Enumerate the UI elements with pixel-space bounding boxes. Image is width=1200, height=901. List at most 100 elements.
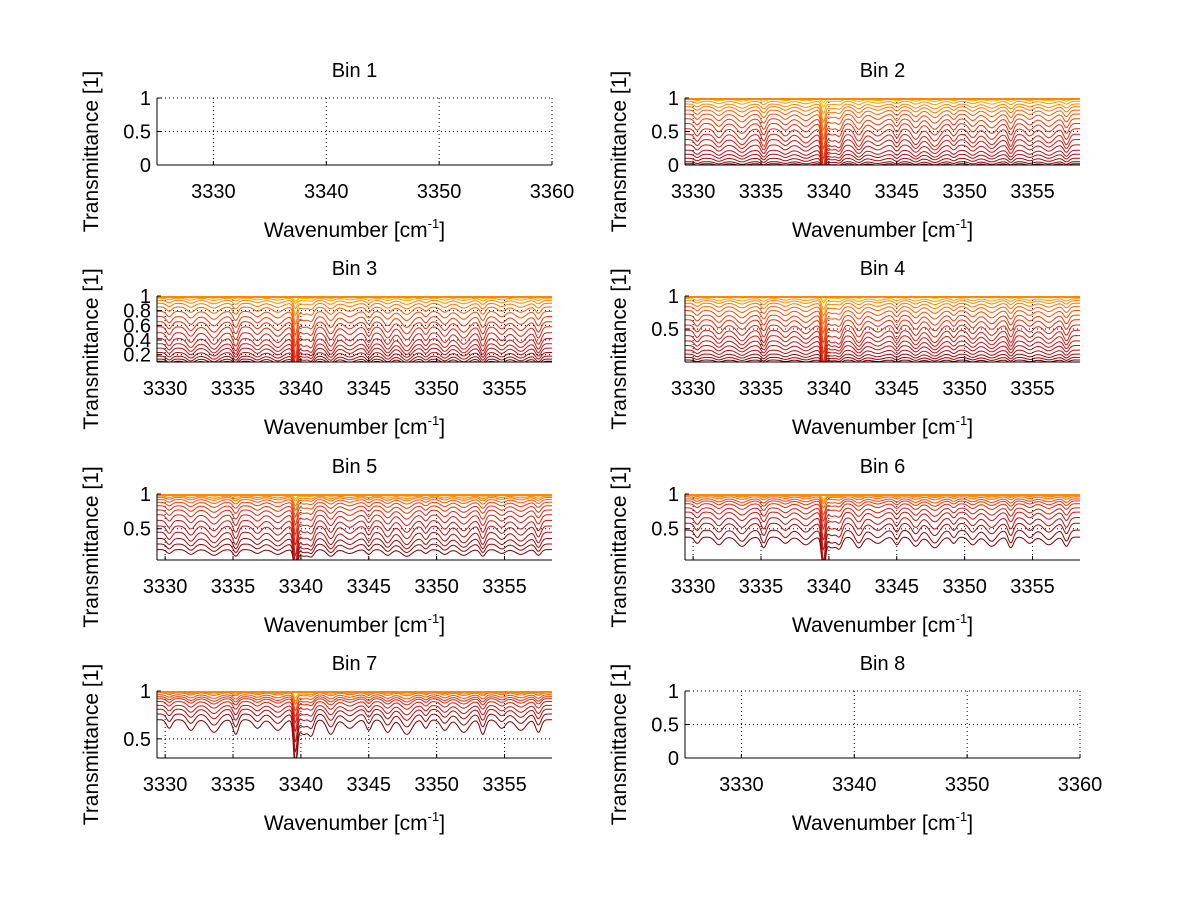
spectrum-curve — [157, 302, 552, 326]
x-tick-label: 3360 — [1058, 774, 1103, 796]
spectrum-curve — [685, 123, 1080, 165]
y-tick-label: 0.5 — [651, 122, 679, 144]
y-axis-label: Transmittance [1] — [80, 664, 103, 825]
spectrum-curve — [685, 335, 1080, 362]
y-axis-label: Transmittance [1] — [80, 466, 103, 627]
x-tick-label: 3350 — [945, 774, 990, 796]
x-tick-label: 3330 — [671, 378, 716, 400]
x-axis-label: Wavenumber [cm-1] — [264, 216, 445, 242]
y-axis-label: Transmittance [1] — [80, 71, 103, 232]
spectrum-curve — [157, 499, 552, 519]
subplot-title: Bin 5 — [332, 456, 378, 478]
spectrum-curve — [157, 299, 552, 317]
spectrum-curve — [157, 326, 552, 362]
spectrum-curve — [685, 353, 1080, 362]
x-tick-label: 3345 — [347, 576, 392, 598]
spectrum-curve — [157, 352, 552, 362]
spectrum-curve — [685, 517, 1080, 560]
spectrum-curve — [685, 329, 1080, 362]
x-tick-label: 3335 — [739, 378, 784, 400]
subplot-bin-8: Bin 8 3330 3340 3350 3360 0 0.5 1 Wavenumber [cm… — [608, 653, 1102, 835]
x-tick-label: 3350 — [417, 181, 462, 203]
spectrum-curve — [157, 347, 552, 362]
spectrum-curve — [685, 522, 1080, 560]
spectrum-curve — [685, 100, 1080, 115]
y-tick-label: 0 — [668, 748, 679, 770]
spectra — [685, 494, 1080, 560]
x-axis-label: Wavenumber [cm-1] — [264, 809, 445, 835]
spectrum-curve — [157, 549, 552, 560]
spectrum-curve — [685, 149, 1080, 165]
subplot-bin-7: Bin 7 3330 3335 3340 3345 3350 3355 0.5 1 Wavenum… — [80, 653, 552, 835]
spectrum-curve — [685, 109, 1080, 142]
spectrum-curve — [157, 694, 552, 712]
spectrum-curve — [157, 495, 552, 507]
x-tick-label: 3330 — [143, 378, 188, 400]
subplot-title: Bin 2 — [860, 60, 906, 82]
spectrum-curve — [685, 356, 1080, 362]
x-tick-label: 3345 — [347, 378, 392, 400]
spectrum-curve — [157, 355, 552, 362]
y-tick-label: 0.4 — [123, 330, 151, 352]
y-tick-label: 1 — [668, 286, 679, 308]
spectrum-curve — [685, 511, 1080, 551]
y-tick-label: 0.5 — [123, 519, 151, 541]
spectra — [157, 494, 552, 560]
y-tick-label: 1 — [668, 681, 679, 703]
spectrum-curve — [685, 536, 1080, 560]
subplot-bin-5: Bin 5 3330 3335 3340 3345 3350 3355 0.5 1 Wavenum… — [80, 456, 552, 637]
spectrum-curve — [685, 302, 1080, 326]
spectrum-curve — [685, 349, 1080, 362]
spectrum-curve — [685, 310, 1080, 344]
spectrum-curve — [157, 338, 552, 362]
spectrum-curve — [685, 298, 1080, 311]
spectrum-curve — [157, 505, 552, 537]
spectrum-curve — [157, 538, 552, 560]
x-tick-label: 3335 — [739, 576, 784, 598]
spectrum-curve — [157, 316, 552, 359]
spectrum-curve — [157, 306, 552, 337]
y-tick-label: 1 — [140, 88, 151, 110]
spectrum-curve — [685, 153, 1080, 165]
x-tick-label: 3350 — [942, 576, 987, 598]
spectrum-curve — [157, 343, 552, 362]
spectrum-curve — [685, 314, 1080, 354]
x-tick-label: 3355 — [482, 774, 527, 796]
x-tick-label: 3335 — [211, 576, 256, 598]
spectrum-curve — [685, 300, 1080, 317]
x-tick-label: 3360 — [530, 181, 575, 203]
y-axis-label: Transmittance [1] — [608, 268, 631, 429]
subplot-title: Bin 7 — [332, 653, 378, 675]
spectrum-curve — [685, 324, 1080, 362]
y-tick-label: 1 — [668, 484, 679, 506]
spectrum-curve — [157, 525, 552, 560]
x-tick-label: 3340 — [807, 576, 852, 598]
x-tick-label: 3355 — [482, 378, 527, 400]
x-tick-label: 3340 — [807, 378, 852, 400]
x-axis-label: Wavenumber [cm-1] — [792, 216, 973, 242]
spectrum-curve — [685, 359, 1080, 362]
spectra — [157, 296, 552, 362]
y-tick-label: 1 — [140, 484, 151, 506]
subplot-bin-1: Bin 1 3330 3340 3350 3360 0 0.5 1 Wavenumber [cm… — [80, 60, 574, 242]
x-tick-label: 3330 — [191, 181, 236, 203]
subplot-bin-2: Bin 2 3330 3335 3340 3345 3350 3355 0 0.5 1 Wavenu… — [608, 60, 1080, 242]
spectrum-curve — [157, 719, 552, 758]
spectrum-curve — [157, 704, 552, 743]
spectrum-curve — [685, 144, 1080, 165]
x-tick-label: 3345 — [875, 181, 920, 203]
spectrum-curve — [157, 698, 552, 725]
x-tick-label: 3330 — [143, 576, 188, 598]
y-axis-label: Transmittance [1] — [608, 466, 631, 627]
spectrum-curve — [685, 306, 1080, 335]
y-axis-label: Transmittance [1] — [608, 71, 631, 232]
y-tick-label: 0.5 — [123, 729, 151, 751]
spectrum-curve — [157, 501, 552, 527]
grid — [157, 97, 553, 165]
y-tick-label: 0 — [668, 155, 679, 177]
x-tick-label: 3350 — [942, 378, 987, 400]
x-tick-label: 3350 — [414, 378, 459, 400]
x-tick-label: 3345 — [875, 378, 920, 400]
spectrum-curve — [157, 297, 552, 310]
